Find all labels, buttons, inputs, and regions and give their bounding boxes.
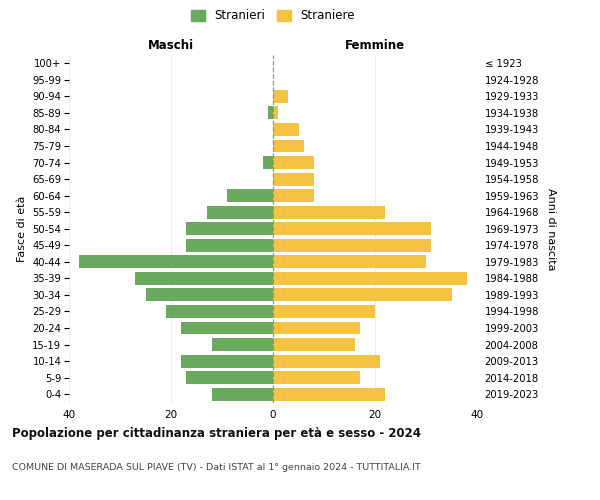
Bar — [273, 222, 431, 235]
Bar — [273, 354, 380, 368]
Bar — [273, 206, 385, 218]
Bar — [273, 388, 385, 400]
Bar — [273, 172, 314, 186]
Bar — [273, 371, 360, 384]
Bar — [206, 206, 273, 218]
Y-axis label: Anni di nascita: Anni di nascita — [546, 188, 556, 270]
Bar — [273, 288, 452, 302]
Bar — [273, 322, 360, 334]
Bar — [273, 256, 426, 268]
Text: Maschi: Maschi — [148, 38, 194, 52]
Bar — [146, 288, 273, 302]
Bar — [273, 272, 467, 285]
Bar — [273, 338, 355, 351]
Bar — [273, 90, 289, 103]
Bar — [273, 156, 314, 169]
Bar — [187, 222, 273, 235]
Bar — [79, 256, 273, 268]
Text: Femmine: Femmine — [345, 38, 405, 52]
Bar — [181, 322, 273, 334]
Bar — [135, 272, 273, 285]
Bar — [273, 123, 299, 136]
Bar — [273, 106, 278, 120]
Bar — [263, 156, 273, 169]
Bar — [268, 106, 273, 120]
Bar — [212, 338, 273, 351]
Bar — [181, 354, 273, 368]
Bar — [187, 371, 273, 384]
Bar — [227, 189, 273, 202]
Bar — [187, 239, 273, 252]
Bar — [273, 189, 314, 202]
Bar — [212, 388, 273, 400]
Bar — [273, 305, 375, 318]
Bar — [166, 305, 273, 318]
Legend: Stranieri, Straniere: Stranieri, Straniere — [187, 6, 359, 26]
Bar — [273, 239, 431, 252]
Text: Popolazione per cittadinanza straniera per età e sesso - 2024: Popolazione per cittadinanza straniera p… — [12, 428, 421, 440]
Bar — [273, 140, 304, 152]
Text: COMUNE DI MASERADA SUL PIAVE (TV) - Dati ISTAT al 1° gennaio 2024 - TUTTITALIA.I: COMUNE DI MASERADA SUL PIAVE (TV) - Dati… — [12, 462, 421, 471]
Y-axis label: Fasce di età: Fasce di età — [17, 196, 26, 262]
